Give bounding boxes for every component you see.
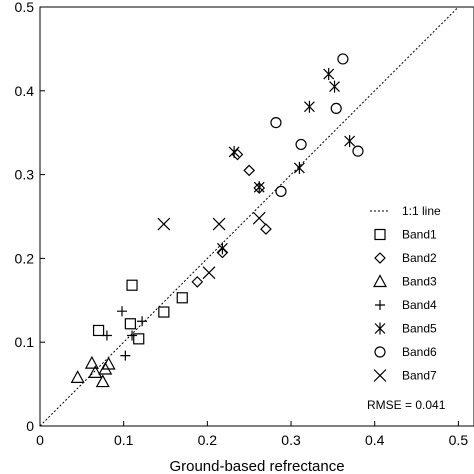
legend-swatch-band4 <box>375 300 385 310</box>
band7-point <box>212 217 226 231</box>
x-tick-label: 0.2 <box>198 432 218 448</box>
band3-point <box>70 370 85 383</box>
band3-point <box>88 365 103 378</box>
band1-point <box>158 306 170 318</box>
legend-label-band3: Band3 <box>402 275 437 289</box>
x-tick-label: 0.3 <box>281 432 301 448</box>
band5-point <box>304 100 315 113</box>
band1-point <box>92 324 105 337</box>
x-tick-label: 0 <box>36 432 44 448</box>
band3-point <box>84 355 99 369</box>
band5-point <box>253 181 265 194</box>
band3-point <box>95 374 110 388</box>
x-axis-title: Ground-based refrectance <box>169 458 344 474</box>
band2-point <box>260 223 272 235</box>
legend-swatch-band1 <box>374 228 386 241</box>
rmse-annotation: RMSE = 0.041 <box>367 398 446 412</box>
legend: 1:1 line Band1 Band2 Band3 Band4 Band5 Band6 Ba… <box>370 204 441 383</box>
band5-point <box>228 145 240 158</box>
band5-point <box>344 135 356 148</box>
band5-point <box>216 242 228 255</box>
legend-label-band2: Band2 <box>402 251 437 265</box>
band1-point <box>124 318 136 330</box>
legend-swatch-band7 <box>373 369 387 382</box>
band6-point <box>295 138 307 151</box>
band2-point <box>191 276 204 288</box>
legend-label-band5: Band5 <box>402 322 437 336</box>
x-axis-ticks: 0 0.1 0.2 0.3 0.4 0.5 <box>36 421 468 448</box>
y-axis-ticks: 0 0.1 0.2 0.3 0.4 0.5 <box>15 0 45 434</box>
band1-point <box>176 292 188 304</box>
legend-label-line: 1:1 line <box>402 204 441 218</box>
band1-point <box>133 333 145 345</box>
y-tick-label: 0.2 <box>15 250 35 266</box>
band5-point <box>293 161 305 174</box>
band6-point <box>270 117 282 129</box>
one-to-one-line <box>39 6 459 427</box>
y-tick-label: 0.3 <box>15 167 35 183</box>
band6-point <box>352 145 364 157</box>
data-points <box>70 53 364 388</box>
y-tick-label: 0.1 <box>15 334 35 350</box>
legend-label-band7: Band7 <box>402 369 437 383</box>
band6-point <box>275 185 287 197</box>
band6-point <box>337 53 349 65</box>
band4-point <box>117 306 128 317</box>
legend-swatch-band2 <box>374 252 386 264</box>
y-tick-label: 0 <box>26 418 34 434</box>
y-tick-label: 0.5 <box>15 0 35 15</box>
band4-point <box>101 330 112 341</box>
band5-point <box>323 68 335 81</box>
band2-point <box>243 164 256 177</box>
band7-point <box>202 266 216 280</box>
band4-point <box>120 350 131 361</box>
band4-point <box>127 330 138 341</box>
legend-swatch-band6 <box>374 346 386 358</box>
legend-label-band1: Band1 <box>402 228 437 242</box>
x-tick-label: 0.5 <box>449 432 469 448</box>
band7-point <box>252 211 266 225</box>
legend-label-band4: Band4 <box>402 298 437 312</box>
legend-label-band6: Band6 <box>402 345 437 359</box>
y-tick-label: 0.4 <box>15 83 35 99</box>
band5-point <box>329 80 340 93</box>
legend-swatch-band5 <box>374 322 386 335</box>
band7-point <box>157 217 171 231</box>
band6-point <box>330 102 342 114</box>
x-tick-label: 0.1 <box>114 432 134 448</box>
band1-point <box>126 279 138 291</box>
band4-point <box>137 316 148 327</box>
legend-swatch-band3 <box>372 274 388 288</box>
band3-point <box>101 356 116 370</box>
x-tick-label: 0.4 <box>365 432 385 448</box>
